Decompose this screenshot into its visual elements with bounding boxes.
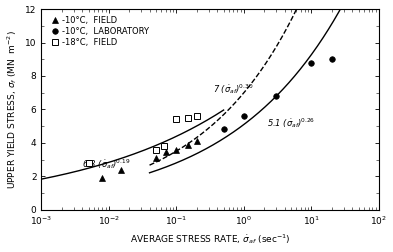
- -10°C,  FIELD: [186, 143, 191, 146]
- -10°C,  FIELD: [118, 168, 123, 171]
- -10°C,  FIELD: [195, 140, 199, 143]
- Text: 5.1 ($\dot{\sigma}_{af}$)$^{0.26}$: 5.1 ($\dot{\sigma}_{af}$)$^{0.26}$: [267, 116, 315, 130]
- Y-axis label: UPPER YIELD STRESS, $\sigma_f$ (MN  m$^{-2}$): UPPER YIELD STRESS, $\sigma_f$ (MN m$^{-…: [6, 30, 20, 189]
- -10°C,  FIELD: [163, 150, 168, 153]
- -10°C,  LABORATORY: [309, 61, 314, 64]
- Line: -18°C,  FIELD: -18°C, FIELD: [86, 113, 200, 166]
- -10°C,  FIELD: [174, 148, 179, 151]
- Text: 7 ($\dot{\sigma}_{af}$)$^{0.30}$: 7 ($\dot{\sigma}_{af}$)$^{0.30}$: [213, 82, 254, 96]
- Line: -10°C,  FIELD: -10°C, FIELD: [99, 138, 200, 181]
- -18°C,  FIELD: [195, 115, 199, 118]
- Line: -10°C,  LABORATORY: -10°C, LABORATORY: [221, 56, 334, 132]
- -18°C,  FIELD: [162, 145, 166, 148]
- -18°C,  FIELD: [186, 116, 191, 119]
- -10°C,  LABORATORY: [329, 58, 334, 61]
- -18°C,  FIELD: [154, 148, 158, 151]
- -10°C,  LABORATORY: [242, 115, 246, 118]
- -10°C,  FIELD: [100, 176, 105, 179]
- -10°C,  FIELD: [154, 156, 158, 160]
- -10°C,  LABORATORY: [274, 94, 279, 98]
- Text: 6.8 ($\dot{\sigma}_{af}$)$^{0.19}$: 6.8 ($\dot{\sigma}_{af}$)$^{0.19}$: [82, 158, 130, 171]
- -10°C,  LABORATORY: [221, 128, 226, 131]
- Legend: -10°C,  FIELD, -10°C,  LABORATORY, -18°C,  FIELD: -10°C, FIELD, -10°C, LABORATORY, -18°C, …: [49, 15, 150, 48]
- X-axis label: AVERAGE STRESS RATE, $\dot{\sigma}_{af}$ (sec$^{-1}$): AVERAGE STRESS RATE, $\dot{\sigma}_{af}$…: [130, 233, 290, 246]
- -18°C,  FIELD: [86, 161, 91, 164]
- -18°C,  FIELD: [174, 118, 179, 121]
